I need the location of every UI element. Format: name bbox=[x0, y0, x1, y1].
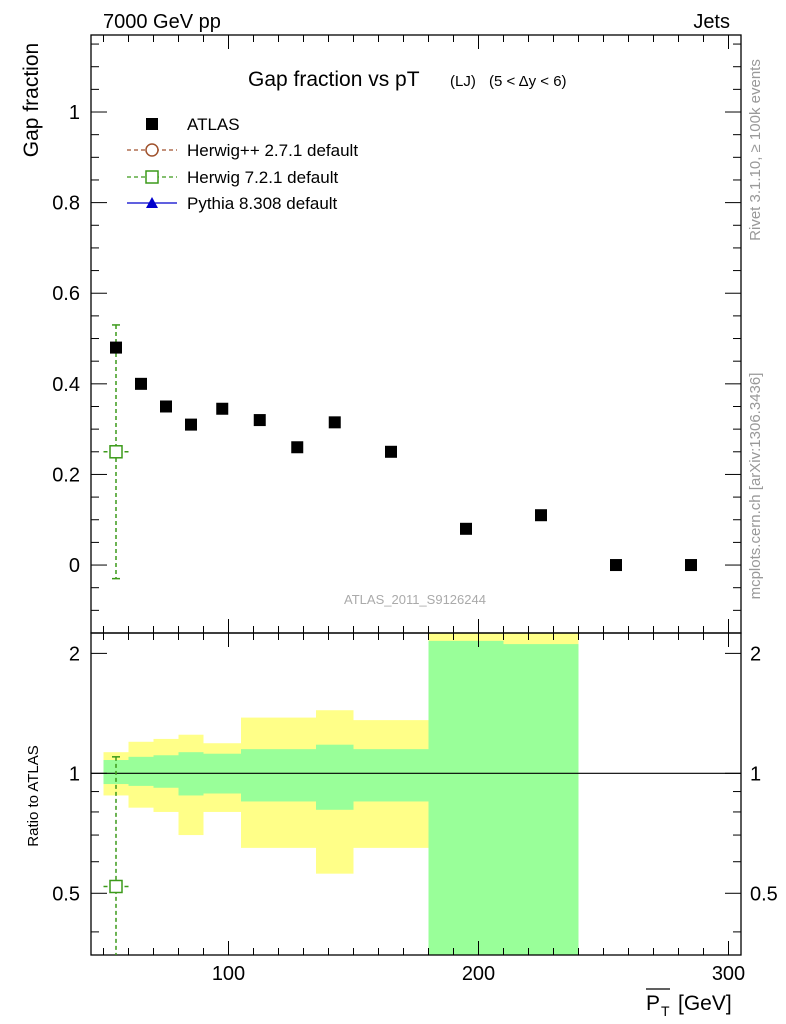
x-axis-label-symbol: P bbox=[646, 992, 660, 1015]
ratio-y-tick-label-2: 2 bbox=[69, 643, 80, 665]
atlas-data-point-10 bbox=[535, 509, 547, 522]
ratio-y-tick-label-right-2: 2 bbox=[750, 643, 761, 665]
legend-label-3: Pythia 8.308 default bbox=[187, 194, 338, 213]
ratio-inner-band-5 bbox=[241, 749, 279, 802]
analysis-watermark: ATLAS_2011_S9126244 bbox=[344, 592, 486, 607]
x-tick-label-200: 200 bbox=[462, 963, 495, 985]
herwig7-ratio-point bbox=[109, 879, 123, 894]
legend-label-2: Herwig 7.2.1 default bbox=[187, 168, 338, 187]
atlas-data-point-6 bbox=[291, 441, 304, 454]
main-y-tick-label-5: 1 bbox=[69, 102, 80, 124]
atlas-data-point-7 bbox=[328, 416, 341, 429]
ratio-uncertainty-bands bbox=[103, 633, 579, 955]
ratio-plot-frame bbox=[90, 632, 742, 956]
ratio-inner-band-6 bbox=[278, 749, 316, 802]
ratio-inner-band-8 bbox=[353, 749, 429, 802]
x-tick-label-300: 300 bbox=[712, 963, 745, 985]
atlas-data-point-12 bbox=[685, 559, 697, 572]
main-title: Gap fraction vs pT (LJ) (5 < Δy < 6) bbox=[248, 68, 567, 91]
atlas-data-point-5 bbox=[253, 414, 266, 427]
ratio-inner-band-2 bbox=[153, 755, 179, 788]
ratio-inner-band-7 bbox=[316, 744, 354, 810]
legend: ATLAS Herwig++ 2.7.1 default Herwig 7.2.1 … bbox=[127, 115, 358, 213]
legend-entry-3: Pythia 8.308 default bbox=[127, 194, 338, 213]
atlas-data-point-3 bbox=[185, 418, 197, 431]
legend-label-0: ATLAS bbox=[187, 115, 240, 134]
atlas-data-point-1 bbox=[135, 377, 147, 390]
main-title-rapidity-range: (5 < Δy < 6) bbox=[489, 73, 567, 90]
main-title-text: Gap fraction vs pT bbox=[248, 68, 420, 91]
legend-marker-pythia bbox=[146, 197, 158, 208]
x-tick-label-100: 100 bbox=[212, 963, 245, 985]
x-axis-label-subscript: T bbox=[661, 1003, 670, 1019]
ratio-y-tick-label-right-0: 0.5 bbox=[750, 883, 778, 905]
legend-marker-herwig7 bbox=[145, 170, 159, 184]
legend-entry-1: Herwig++ 2.7.1 default bbox=[127, 141, 358, 160]
atlas-data-point-4 bbox=[216, 402, 229, 415]
main-y-tick-label-4: 0.8 bbox=[52, 193, 80, 215]
legend-entry-0: ATLAS bbox=[146, 115, 240, 134]
ratio-y-tick-label-0: 0.5 bbox=[52, 883, 80, 905]
x-axis-label-unit: [GeV] bbox=[678, 992, 732, 1015]
ratio-y-axis-label: Ratio to ATLAS bbox=[25, 745, 42, 846]
ratio-y-tick-label-1: 1 bbox=[69, 763, 80, 785]
ratio-y-tick-label-right-1: 1 bbox=[750, 763, 761, 785]
source-reference-label: mcplots.cern.ch [arXiv:1306.3436] bbox=[747, 373, 764, 600]
atlas-data-point-2 bbox=[160, 400, 172, 413]
main-y-axis-label: Gap fraction bbox=[20, 43, 43, 157]
main-y-tick-label-3: 0.6 bbox=[52, 283, 80, 305]
ratio-inner-band-10 bbox=[503, 644, 579, 955]
legend-marker-atlas bbox=[146, 118, 158, 130]
ratio-inner-band-1 bbox=[128, 756, 154, 786]
atlas-data-point-11 bbox=[610, 559, 622, 572]
ratio-inner-band-9 bbox=[428, 640, 504, 955]
x-axis-label: P T [GeV] bbox=[646, 988, 732, 1019]
legend-label-1: Herwig++ 2.7.1 default bbox=[187, 141, 358, 160]
legend-entry-2: Herwig 7.2.1 default bbox=[127, 168, 338, 187]
ratio-plot-area: 100 200 300 0.5 0.5 1 1 2 2 bbox=[52, 632, 778, 985]
main-title-subscript: (LJ) bbox=[450, 73, 476, 90]
main-y-tick-label-0: 0 bbox=[69, 555, 80, 577]
legend-marker-herwigpp bbox=[145, 143, 159, 157]
main-plot-area: 0 0.2 0.4 0.6 0.8 1 bbox=[52, 34, 742, 634]
herwig7-main-point bbox=[109, 445, 123, 459]
atlas-data-point-9 bbox=[460, 522, 472, 535]
atlas-data-point-8 bbox=[385, 445, 397, 458]
process-label: Jets bbox=[693, 11, 730, 33]
atlas-data-point-0 bbox=[110, 341, 122, 354]
main-y-tick-label-2: 0.4 bbox=[52, 374, 80, 396]
main-y-tick-label-1: 0.2 bbox=[52, 464, 80, 486]
rivet-version-label: Rivet 3.1.10, ≥ 100k events bbox=[747, 59, 764, 241]
collision-label: 7000 GeV pp bbox=[103, 11, 221, 33]
